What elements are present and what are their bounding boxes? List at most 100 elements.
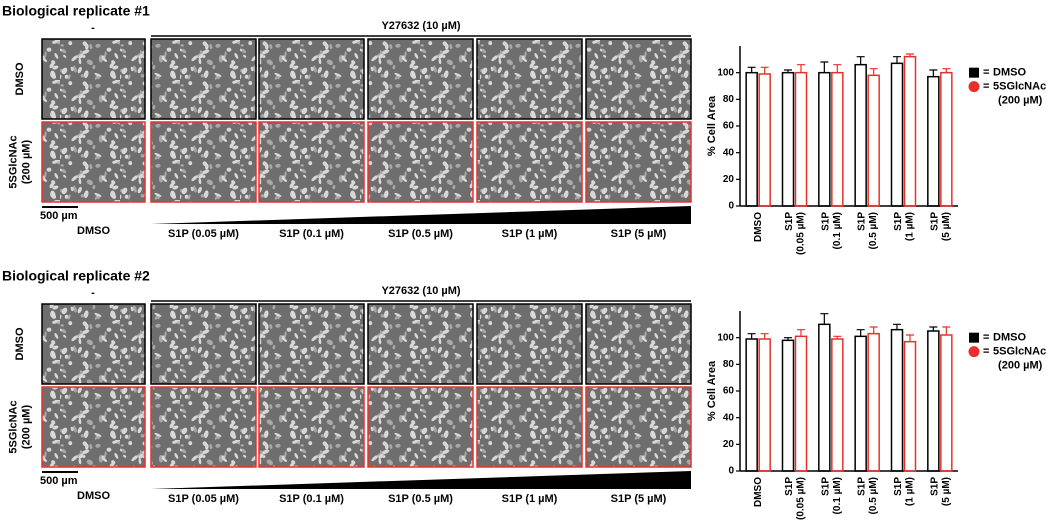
column-label: DMSO	[77, 225, 110, 237]
error-bar	[833, 335, 842, 339]
untreated-label: -	[91, 287, 95, 299]
row-label-line: DMSO	[14, 62, 26, 95]
x-tick-line: (0.05 µM)	[795, 477, 806, 523]
row-label-line: (200 µM)	[21, 140, 33, 185]
y-tick-label: 20	[723, 174, 735, 185]
error-bar	[893, 323, 901, 330]
x-tick-line: (0.5 µM)	[868, 477, 879, 517]
bar	[831, 338, 844, 472]
row-label: 5SGlcNAc(200 µM)	[7, 135, 32, 188]
error-bar	[942, 68, 951, 73]
row-label-line: 5SGlcNAc	[7, 400, 19, 453]
x-tick-label: S1P (1 µM)	[893, 212, 916, 244]
row-label-line: 5SGlcNAc	[7, 135, 19, 188]
error-bar	[760, 333, 769, 339]
legend-label: 5SGlcNAc (200 µM)	[993, 346, 1046, 372]
bar	[890, 62, 904, 207]
column-label: S1P (5 µM)	[611, 228, 667, 240]
x-tick-label: DMSO	[753, 477, 764, 507]
dose-wedge	[151, 206, 691, 224]
bar	[818, 71, 831, 207]
legend-line: (200 µM)	[995, 359, 1043, 371]
bar	[890, 328, 904, 472]
micrograph	[41, 303, 146, 385]
panel-title: Biological replicate #1	[2, 3, 150, 19]
error-bar	[856, 56, 865, 65]
error-bar	[929, 69, 938, 77]
y-tick-label: 60	[723, 386, 735, 397]
column-label: S1P (0.1 µM)	[279, 228, 344, 240]
legend-label: 5SGlcNAc (200 µM)	[993, 81, 1046, 107]
x-tick-label: S1P (0.05 µM)	[784, 477, 807, 523]
bar	[854, 335, 867, 472]
scale-bar-label: 500 µm	[40, 475, 78, 487]
error-bar	[797, 329, 805, 337]
error-bar	[797, 64, 805, 73]
bar	[903, 55, 917, 207]
y-tick-label: 100	[717, 67, 734, 78]
x-tick-label: S1P (0.1 µM)	[820, 477, 843, 518]
error-bar	[747, 66, 756, 73]
x-tick-label: S1P (1 µM)	[893, 477, 916, 509]
error-bar	[784, 337, 792, 341]
bar	[940, 71, 953, 207]
micrograph	[150, 38, 257, 120]
x-tick-line: S1P	[856, 212, 867, 231]
x-tick-line: (0.5 µM)	[868, 212, 879, 252]
micrograph	[476, 386, 583, 468]
error-bar	[869, 326, 878, 334]
x-tick-line: (5 µM)	[940, 477, 951, 509]
x-tick-line: (1 µM)	[904, 477, 915, 509]
bar	[927, 330, 940, 472]
bar	[745, 71, 758, 207]
error-bar	[747, 333, 756, 339]
legend-separator: =	[983, 346, 989, 358]
micrograph	[585, 386, 692, 468]
y-tick-label: 60	[723, 121, 735, 132]
untreated-label: -	[91, 22, 95, 34]
bar	[781, 339, 795, 472]
column-label: S1P (0.5 µM)	[388, 228, 453, 240]
micrograph	[367, 121, 474, 203]
micrograph	[585, 303, 692, 385]
bar	[940, 334, 953, 472]
y-tick-label: 80	[723, 94, 735, 105]
micrograph	[258, 38, 365, 120]
legend-line: (200 µM)	[995, 94, 1043, 106]
legend-swatch	[968, 81, 980, 93]
micrograph	[258, 303, 365, 385]
legend-separator: =	[983, 81, 989, 93]
legend-line: 5SGlcNAc	[993, 81, 1046, 93]
bar	[794, 71, 808, 207]
micrograph	[258, 121, 365, 203]
dose-wedge	[151, 471, 691, 489]
micrograph	[41, 386, 146, 468]
error-bar	[942, 326, 951, 335]
error-bar	[893, 56, 901, 64]
x-tick-label: S1P (5 µM)	[929, 212, 952, 244]
x-tick-line: (0.05 µM)	[795, 212, 806, 258]
row-label-line: (200 µM)	[21, 405, 33, 450]
bar	[867, 332, 880, 472]
panel-title: Biological replicate #2	[2, 268, 150, 284]
column-label: DMSO	[77, 490, 110, 502]
treatment-label: Y27632 (10 µM)	[381, 285, 460, 297]
legend-line: 5SGlcNAc	[993, 346, 1046, 358]
column-label: S1P (1 µM)	[502, 493, 558, 505]
micrograph	[258, 386, 365, 468]
row-label: DMSO	[14, 62, 26, 95]
x-tick-line: S1P	[893, 212, 904, 231]
x-tick-line: S1P	[820, 477, 831, 496]
legend-separator: =	[983, 67, 989, 79]
legend-swatch	[969, 67, 979, 78]
x-tick-label: S1P (0.1 µM)	[820, 212, 843, 253]
legend-swatch	[968, 346, 980, 358]
error-bar	[784, 69, 792, 73]
micrograph	[476, 121, 583, 203]
column-label: S1P (1 µM)	[502, 228, 558, 240]
y-tick-label: 80	[723, 359, 735, 370]
x-tick-line: (1 µM)	[904, 212, 915, 244]
micrograph	[367, 386, 474, 468]
x-tick-line: S1P	[929, 212, 940, 231]
